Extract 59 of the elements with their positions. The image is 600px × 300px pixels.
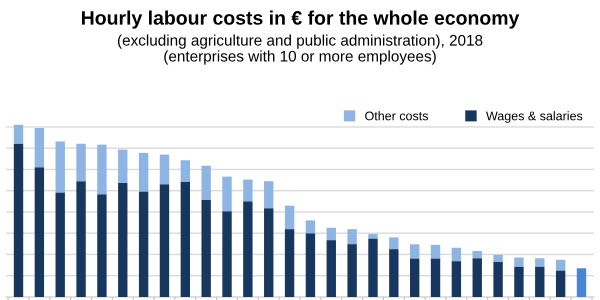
bar: [34, 167, 44, 297]
bar: [514, 258, 524, 267]
bar: [76, 181, 86, 297]
bar: [452, 261, 462, 297]
bar: [222, 211, 232, 297]
bar: [243, 201, 253, 297]
bar: [118, 150, 128, 183]
bar: [284, 206, 294, 230]
bar: [472, 258, 482, 297]
bar: [138, 192, 148, 297]
bar: [368, 234, 378, 239]
bar: [430, 258, 440, 297]
bar: [306, 233, 316, 297]
bar: [201, 200, 211, 297]
bar: [472, 251, 482, 258]
bar: [201, 166, 211, 200]
bar: [368, 238, 378, 297]
bar: [576, 268, 586, 297]
bar: [389, 237, 399, 250]
bar: [97, 144, 107, 195]
bar: [514, 266, 524, 297]
bar: [56, 192, 65, 297]
bar: [347, 229, 357, 244]
bar: [56, 141, 65, 193]
bar: [284, 229, 294, 297]
bar: [452, 248, 462, 262]
bar: [326, 228, 336, 240]
bar: [14, 124, 24, 144]
bar: [264, 208, 274, 297]
bar: [326, 240, 336, 297]
bar: [180, 160, 190, 182]
bar: [76, 144, 86, 182]
bar: [222, 176, 232, 212]
bar: [180, 182, 190, 297]
chart-subtitle: (excluding agriculture and public administration), 2018 (enterprises with 10 or more employees): [118, 34, 482, 65]
bar: [347, 244, 357, 297]
bar: [493, 254, 503, 262]
bar: [410, 244, 420, 259]
bar: [430, 244, 440, 259]
bar: [14, 144, 24, 297]
legend-label: Other costs: [365, 111, 428, 120]
bar: [556, 260, 566, 271]
bar: [264, 181, 274, 208]
chart-title: Hourly labour costs in € for the whole economy: [82, 10, 520, 29]
bar: [535, 266, 544, 297]
bar: [535, 258, 544, 267]
bar: [97, 194, 107, 297]
bar: [389, 249, 399, 297]
bar: [306, 220, 316, 234]
legend-label: Wages & salaries: [486, 111, 582, 123]
bar: [118, 182, 128, 297]
bar: [410, 258, 420, 297]
bar: [243, 180, 253, 202]
bar: [34, 128, 44, 168]
bar: [138, 152, 148, 192]
bar: [556, 270, 566, 297]
bar: [160, 154, 170, 185]
bar: [493, 262, 503, 297]
bar: [160, 184, 170, 297]
